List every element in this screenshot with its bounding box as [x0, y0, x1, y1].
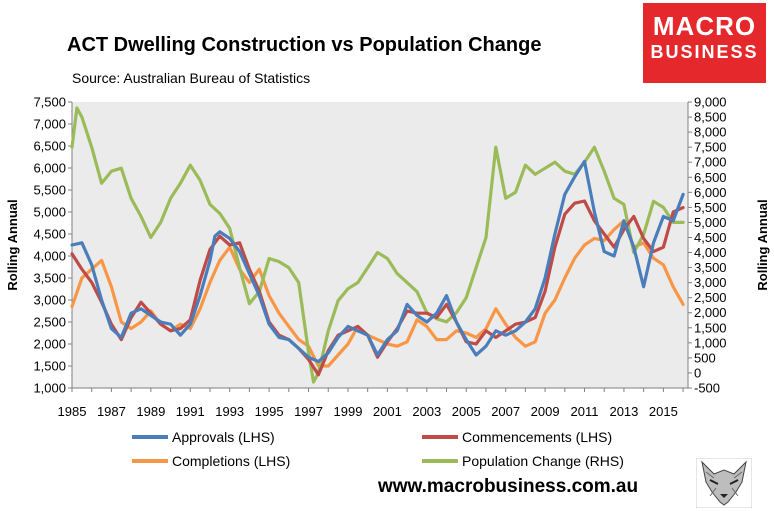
fox-logo-icon	[696, 458, 752, 508]
right-axis-ticks: -50005001,0001,5002,0002,5003,0003,5004,…	[688, 95, 727, 396]
x-tick-label: 1985	[58, 404, 87, 419]
chart-title: ACT Dwelling Construction vs Population …	[67, 34, 542, 56]
legend-label: Population Change (RHS)	[462, 453, 624, 469]
right-tick-label: 9,000	[694, 95, 727, 110]
left-tick-label: 5,500	[33, 183, 66, 198]
left-tick-label: 7,500	[33, 95, 66, 110]
left-tick-label: 3,500	[33, 271, 66, 286]
right-tick-label: 500	[694, 350, 716, 365]
x-tick-label: 2007	[491, 404, 520, 419]
right-tick-label: 1,500	[694, 320, 727, 335]
left-axis-ticks: 1,000 1,500 2,000 2,500 3,000 3,500 4,000 4,500…	[33, 95, 72, 396]
left-tick-label: 5,000	[33, 205, 66, 220]
x-tick-label: 2005	[452, 404, 481, 419]
x-tick-label: 2001	[373, 404, 402, 419]
x-tick-label: 2015	[649, 404, 678, 419]
left-tick-label: 1,000	[33, 381, 66, 396]
series-lines	[70, 106, 685, 384]
left-tick-label: 2,000	[33, 337, 66, 352]
website-url: www.macrobusiness.com.au	[378, 476, 639, 497]
x-tick-label: 2003	[412, 404, 441, 419]
left-tick-label: 4,000	[33, 249, 66, 264]
left-tick-label: 4,500	[33, 227, 66, 242]
right-tick-label: 2,500	[694, 290, 727, 305]
right-tick-label: 6,500	[694, 170, 727, 185]
left-tick-label: 7,000	[33, 117, 66, 132]
right-tick-label: 3,000	[694, 275, 727, 290]
right-tick-label: 2,000	[694, 305, 727, 320]
x-tick-label: 2009	[531, 404, 560, 419]
right-tick-label: 6,000	[694, 185, 727, 200]
right-tick-label: 4,500	[694, 230, 727, 245]
legend: Approvals (LHS) Commencements (LHS) Comple…	[132, 429, 624, 469]
right-tick-label: 5,500	[694, 200, 727, 215]
right-tick-label: 3,500	[694, 260, 727, 275]
left-tick-label: 2,500	[33, 315, 66, 330]
x-tick-label: 1989	[136, 404, 165, 419]
right-tick-label: 0	[694, 365, 701, 380]
left-tick-label: 3,000	[33, 293, 66, 308]
x-tick-label: 1997	[294, 404, 323, 419]
right-tick-label: 8,500	[694, 110, 727, 125]
x-tick-label: 2011	[571, 404, 599, 419]
right-tick-label: 7,000	[694, 155, 727, 170]
legend-label: Completions (LHS)	[172, 453, 290, 469]
left-tick-label: 6,000	[33, 161, 66, 176]
right-tick-label: 8,000	[694, 125, 727, 140]
right-tick-label: 5,000	[694, 215, 727, 230]
right-tick-label: 1,000	[694, 335, 727, 350]
right-tick-label: 7,500	[694, 140, 727, 155]
left-axis-label: Rolling Annual	[5, 199, 20, 290]
right-tick-label: 4,000	[694, 245, 727, 260]
x-tick-label: 1999	[334, 404, 363, 419]
logo-line-2: BUSINESS	[650, 42, 759, 62]
logo-line-1: MACRO	[652, 11, 757, 41]
x-tick-label: 1991	[176, 404, 205, 419]
chart-subtitle: Source: Australian Bureau of Statistics	[72, 70, 311, 86]
x-axis-ticks: 1985 1987 1989 1991 1993 1995 1997 1999 2001 2003…	[58, 388, 684, 419]
macrobusiness-logo: MACRO BUSINESS	[643, 3, 766, 83]
x-tick-label: 2013	[609, 404, 638, 419]
plot-area	[72, 102, 688, 388]
x-tick-label: 1987	[97, 404, 126, 419]
right-tick-label: -500	[694, 381, 720, 396]
left-tick-label: 1,500	[33, 359, 66, 374]
legend-label: Approvals (LHS)	[172, 429, 275, 445]
series-line-approvals-lhs	[70, 159, 685, 364]
x-tick-label: 1995	[255, 404, 284, 419]
right-axis-label: Rolling Annual	[755, 199, 770, 290]
left-tick-label: 6,500	[33, 139, 66, 154]
legend-label: Commencements (LHS)	[462, 429, 612, 445]
x-tick-label: 1993	[215, 404, 244, 419]
